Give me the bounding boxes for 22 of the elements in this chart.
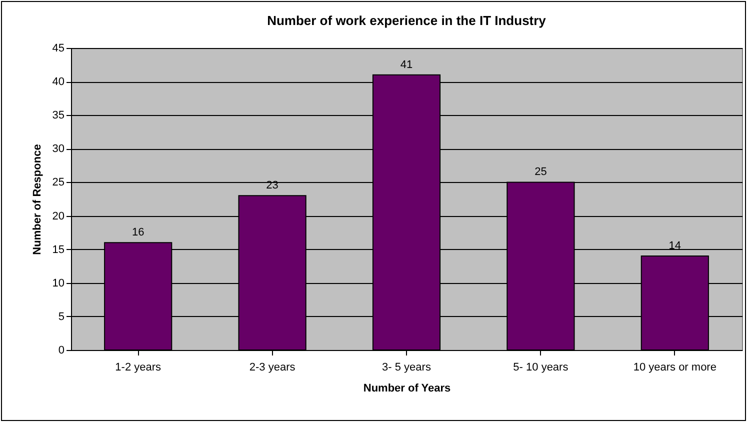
data-label: 16: [132, 226, 144, 239]
y-tick-label: 45: [52, 42, 64, 54]
x-tick-label: 1-2 years: [115, 362, 162, 374]
y-tick-label: 20: [52, 210, 64, 222]
data-label: 41: [400, 58, 413, 71]
y-tick-label: 0: [58, 344, 64, 356]
y-tick-label: 30: [52, 143, 64, 156]
x-tick-label: 2-3 years: [249, 362, 296, 374]
y-tick-label: 40: [52, 76, 64, 88]
x-tick-label: 3- 5 years: [382, 362, 432, 374]
x-tick-label: 5- 10 years: [513, 362, 569, 374]
y-tick-label: 15: [52, 244, 64, 256]
y-axis-title: Number of Responce: [31, 144, 44, 255]
y-tick-label: 35: [52, 110, 64, 122]
y-tick-label: 5: [58, 310, 64, 323]
data-label: 14: [668, 240, 682, 252]
y-tick-label: 25: [52, 176, 64, 189]
x-axis-title: Number of Years: [363, 382, 451, 394]
y-tick-label: 10: [52, 277, 64, 290]
chart-title: Number of work experience in the IT Industry: [267, 13, 547, 28]
data-label: 25: [534, 166, 547, 178]
x-tick-label: 10 years or more: [633, 362, 716, 374]
